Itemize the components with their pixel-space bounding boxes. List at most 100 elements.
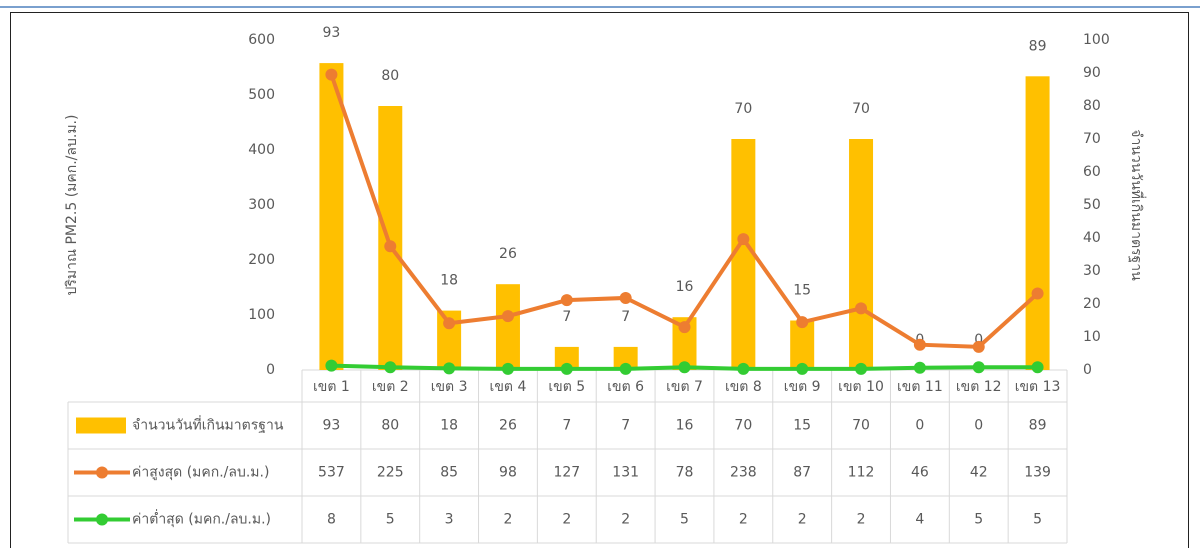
- y2-tick-label: 80: [1083, 98, 1101, 114]
- table-cell: 0: [974, 418, 983, 434]
- bar-value-label: 89: [1029, 38, 1047, 54]
- table-cell: 5: [1033, 512, 1042, 528]
- table-cell: 5: [680, 512, 689, 528]
- line-point: [443, 317, 456, 330]
- y2-tick-label: 50: [1083, 197, 1101, 213]
- bar: [1025, 76, 1050, 371]
- table-cell: 238: [730, 465, 757, 481]
- line-point: [560, 362, 573, 375]
- bar-value-label: 80: [381, 68, 399, 84]
- table-cell: 5: [974, 512, 983, 528]
- x-tick-label: เขต 13: [1015, 379, 1061, 395]
- table-cell: 7: [621, 418, 630, 434]
- table-cell: 112: [848, 465, 875, 481]
- table-cell: 15: [793, 418, 811, 434]
- legend-label: ค่าต่ำสุด (มคก./ลบ.ม.): [132, 510, 271, 528]
- table-cell: 131: [612, 465, 639, 481]
- line-point: [972, 340, 985, 353]
- y2-tick-label: 90: [1083, 65, 1101, 81]
- y-tick-label: 100: [248, 307, 275, 323]
- x-tick-label: เขต 2: [372, 379, 409, 395]
- table-cell: 2: [857, 512, 866, 528]
- y2-tick-label: 20: [1083, 296, 1101, 312]
- bar-value-label: 16: [676, 279, 694, 295]
- table-cell: 46: [911, 465, 929, 481]
- table-cell: 89: [1029, 418, 1047, 434]
- bar-value-label: 18: [440, 273, 458, 289]
- line-point: [678, 361, 691, 374]
- line: [329, 74, 1039, 349]
- line-point: [855, 302, 868, 315]
- bar-value-label: 93: [323, 25, 341, 41]
- y2-tick-label: 100: [1083, 32, 1110, 48]
- y-tick-label: 300: [248, 197, 275, 213]
- bar: [613, 346, 638, 370]
- x-tick-label: เขต 4: [490, 379, 527, 395]
- bar-value-label: 15: [793, 283, 811, 299]
- y-tick-label: 200: [248, 252, 275, 268]
- line-point: [325, 359, 338, 372]
- x-tick-label: เขต 10: [838, 379, 884, 395]
- x-tick-label: เขต 1: [313, 379, 350, 395]
- line-point: [501, 310, 514, 323]
- table-cell: 85: [440, 465, 458, 481]
- line-point: [913, 361, 926, 374]
- y2-tick-label: 70: [1083, 131, 1101, 147]
- table-cell: 2: [562, 512, 571, 528]
- line-point: [678, 321, 691, 334]
- x-tick-label: เขต 9: [784, 379, 821, 395]
- frame: [10, 12, 1189, 548]
- legend-swatch: [96, 466, 108, 479]
- legend-label: ค่าสูงสุด (มคก./ลบ.ม.): [132, 465, 269, 481]
- table-cell: 26: [499, 418, 517, 434]
- table-cell: 2: [739, 512, 748, 528]
- line-point: [619, 362, 632, 375]
- table-cell: 7: [562, 418, 571, 434]
- table-cell: 225: [377, 465, 404, 481]
- line-point: [619, 291, 632, 304]
- legend-label: จำนวนวันที่เกินมาตรฐาน: [132, 416, 284, 434]
- line-point: [796, 316, 809, 329]
- x-tick-label: เขต 6: [607, 379, 644, 395]
- line-point: [1031, 287, 1044, 300]
- y-axis-title: ปริมาณ PM2.5 (มคก./ลบ.ม.): [64, 115, 80, 296]
- table-cell: 3: [445, 512, 454, 528]
- bar: [790, 320, 815, 370]
- x-tick-label: เขต 8: [725, 379, 762, 395]
- bar-value-label: 70: [852, 101, 870, 117]
- table-cell: 87: [793, 465, 811, 481]
- table-cell: 80: [381, 418, 399, 434]
- table-cell: 8: [327, 512, 336, 528]
- bar: [319, 63, 344, 370]
- y2-tick-label: 30: [1083, 263, 1101, 279]
- table-cell: 2: [621, 512, 630, 528]
- line-point: [1031, 361, 1044, 374]
- y2-tick-label: 40: [1083, 230, 1101, 246]
- bar: [554, 346, 579, 370]
- x-tick-label: เขต 5: [548, 379, 585, 395]
- bar-value-label: 7: [562, 309, 571, 325]
- table-cell: 70: [734, 418, 752, 434]
- table-cell: 70: [852, 418, 870, 434]
- table-cell: 2: [504, 512, 513, 528]
- y2-tick-label: 0: [1083, 362, 1092, 378]
- line-point: [737, 362, 750, 375]
- line-point: [737, 233, 750, 246]
- line-point: [325, 68, 338, 81]
- bar-value-label: 7: [621, 309, 630, 325]
- y-tick-label: 0: [266, 362, 275, 378]
- x-tick-label: เขต 7: [666, 379, 703, 395]
- line-point: [384, 240, 397, 253]
- line-point: [796, 362, 809, 375]
- table-cell: 127: [553, 465, 580, 481]
- bar-value-label: 70: [734, 101, 752, 117]
- line-point: [384, 361, 397, 374]
- table-cell: 139: [1024, 465, 1051, 481]
- table-cell: 93: [323, 418, 341, 434]
- table-cell: 18: [440, 418, 458, 434]
- table-cell: 2: [798, 512, 807, 528]
- line-point: [443, 362, 456, 375]
- y-tick-label: 600: [248, 32, 275, 48]
- line-point: [972, 361, 985, 374]
